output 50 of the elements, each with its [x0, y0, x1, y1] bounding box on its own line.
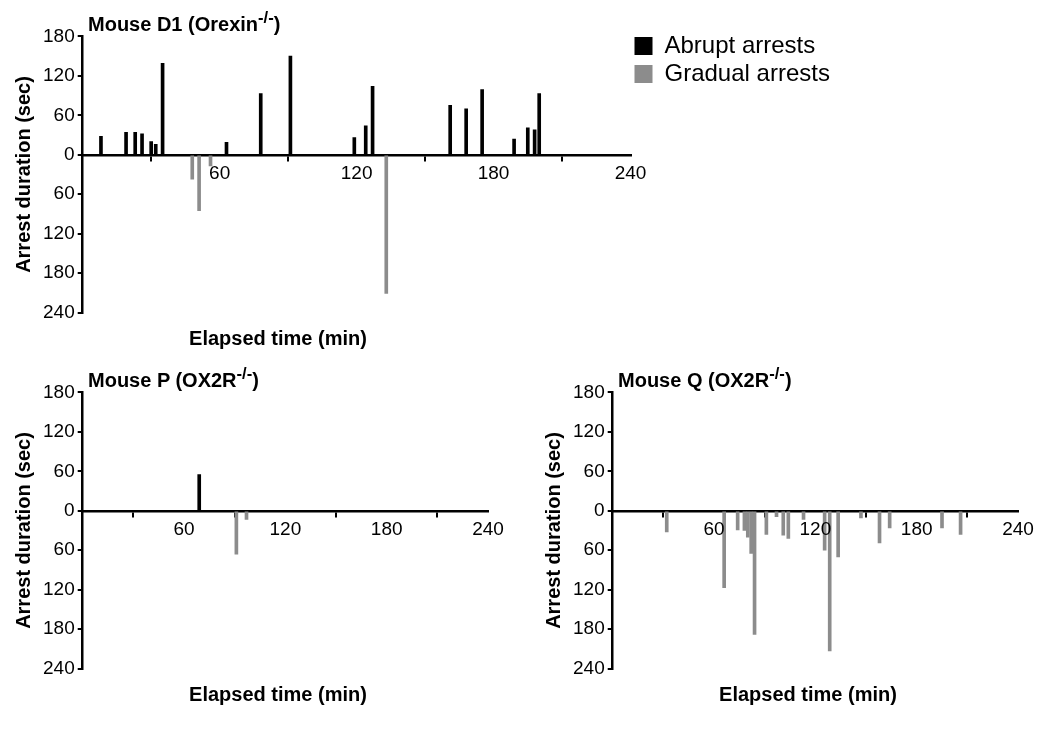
y-tick-label: 60 [53, 182, 75, 204]
chart-title: Mouse P (OX2R$^{-/-}$) [88, 364, 259, 392]
x-tick-label: 120 [340, 162, 373, 184]
x-tick-label: 120 [799, 518, 832, 540]
legend-label: Abrupt arrests [664, 30, 816, 58]
x-tick-label: 180 [370, 518, 403, 540]
y-tick-label: 0 [594, 499, 605, 521]
y-axis-title: Arrest duration (sec) [11, 76, 34, 273]
bar [197, 155, 201, 211]
bar [384, 155, 389, 294]
x-axis-title: Elapsed time (min) [188, 683, 368, 706]
legend-label: Gradual arrests [664, 58, 830, 86]
y-tick-label: 60 [53, 103, 75, 125]
x-axis-title: Elapsed time (min) [718, 683, 898, 706]
x-tick-label: 240 [614, 162, 647, 184]
x-tick-label: 240 [1002, 518, 1034, 540]
y-axis-title: Arrest duration (sec) [11, 432, 34, 629]
x-axis-title: Elapsed time (min) [188, 327, 368, 350]
y-tick-label: 180 [43, 380, 75, 402]
bar [190, 155, 195, 180]
y-tick-label: 180 [43, 24, 75, 46]
x-tick-label: 120 [269, 518, 302, 540]
y-tick-label: 0 [64, 143, 75, 165]
y-tick-label: 120 [573, 420, 605, 442]
y-tick-label: 60 [53, 538, 75, 560]
y-axis-title: Arrest duration (sec) [541, 432, 564, 629]
y-tick-label: 120 [43, 221, 75, 243]
x-tick-label: 180 [900, 518, 933, 540]
y-tick-label: 60 [53, 459, 75, 481]
y-tick-label: 180 [43, 617, 75, 639]
x-tick-label: 240 [472, 518, 504, 540]
y-tick-label: 240 [43, 656, 75, 678]
y-tick-label: 180 [573, 617, 605, 639]
chart-title: Mouse Q (OX2R$^{-/-}$) [618, 364, 792, 392]
y-tick-label: 120 [43, 420, 75, 442]
chart-title: Mouse D1 (Orexin$^{-/-}$) [88, 8, 281, 36]
x-tick-label: 60 [173, 518, 195, 540]
y-tick-label: 60 [583, 459, 605, 481]
y-tick-label: 120 [573, 577, 605, 599]
y-tick-label: 180 [573, 380, 605, 402]
y-tick-label: 240 [43, 300, 75, 322]
y-tick-label: 120 [43, 577, 75, 599]
y-tick-label: 120 [43, 64, 75, 86]
x-tick-label: 180 [477, 162, 510, 184]
y-tick-label: 180 [43, 261, 75, 283]
x-tick-label: 60 [209, 162, 231, 184]
y-tick-label: 240 [573, 656, 605, 678]
y-tick-label: 60 [583, 538, 605, 560]
x-tick-label: 60 [703, 518, 725, 540]
y-tick-label: 0 [64, 499, 75, 521]
